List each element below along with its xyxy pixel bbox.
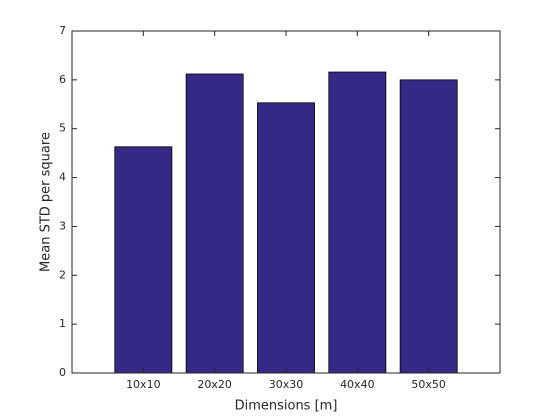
axes-box	[71, 30, 501, 374]
x-tick-label: 20x20	[197, 378, 232, 391]
x-tick-label: 50x50	[411, 378, 446, 391]
bar	[257, 102, 315, 374]
x-tick-label: 30x30	[269, 378, 304, 391]
y-tick-label: 5	[59, 122, 66, 135]
y-tick-label: 2	[59, 268, 66, 281]
y-tick-label: 3	[59, 219, 66, 232]
y-tick-label: 6	[59, 73, 66, 86]
x-tick-label: 40x40	[340, 378, 375, 391]
bar	[185, 73, 244, 374]
y-tick-label: 7	[59, 24, 66, 37]
x-axis-label: Dimensions [m]	[235, 399, 338, 414]
y-tick-label: 0	[59, 366, 66, 379]
bar	[114, 146, 173, 374]
y-tick-label: 1	[59, 317, 66, 330]
bar	[399, 79, 458, 374]
x-tick-label: 10x10	[126, 378, 161, 391]
y-axis-label: Mean STD per square	[39, 132, 54, 272]
bar	[328, 71, 387, 374]
y-tick-label: 4	[59, 171, 66, 184]
